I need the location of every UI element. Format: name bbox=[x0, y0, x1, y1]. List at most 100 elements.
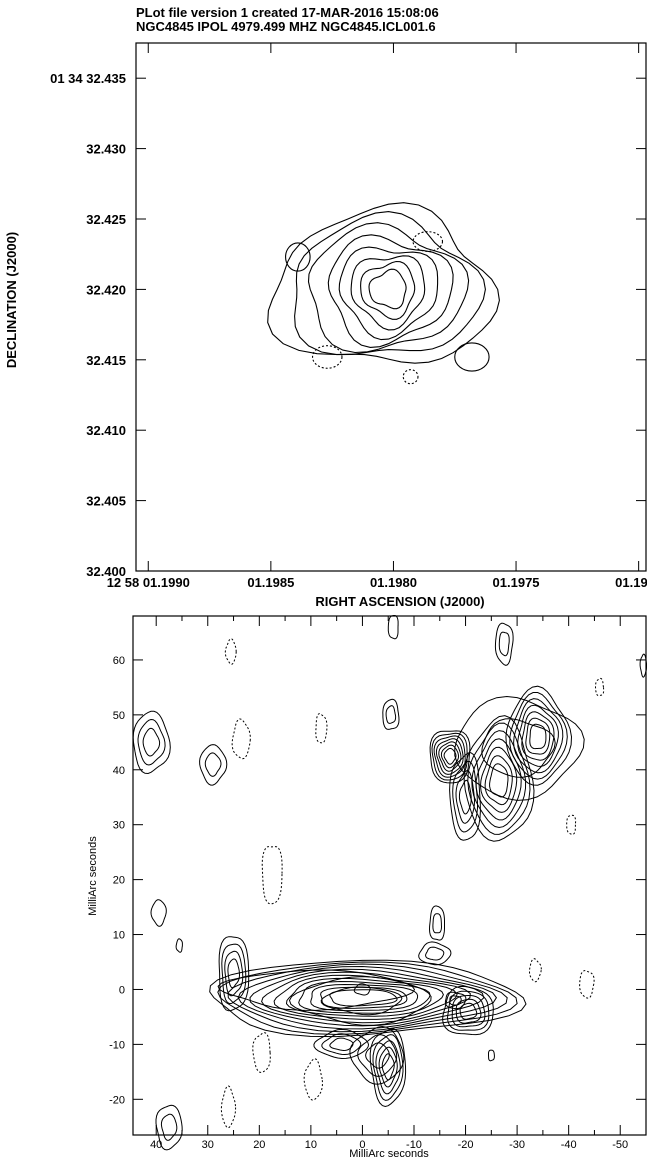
bottom-y-tick-label: 40 bbox=[113, 765, 125, 777]
top-contour-ring bbox=[267, 202, 500, 364]
top-x-tick-label: 01.1980 bbox=[370, 575, 417, 590]
bottom-contour-ring bbox=[517, 704, 559, 767]
bottom-contour-ring bbox=[285, 977, 444, 1017]
bottom-contour-ring bbox=[479, 746, 518, 813]
top-negative-contour bbox=[412, 231, 444, 252]
header-line-2: NGC4845 IPOL 4979.499 MHZ NGC4845.ICL001… bbox=[136, 19, 436, 34]
bottom-contour-ring bbox=[204, 752, 222, 777]
bottom-contour-ring bbox=[459, 1002, 478, 1020]
bottom-contour-ring bbox=[209, 959, 527, 1038]
bottom-contour-ring bbox=[509, 692, 568, 780]
top-y-ticks: 32.400 32.405 32.410 32.415 32.420 32.425 32.4… bbox=[50, 71, 646, 579]
bottom-contour-ring bbox=[329, 989, 398, 1007]
top-panel: 12 58 01.1990 01.1985 01.1980 01.1975 01.197… bbox=[4, 42, 647, 609]
bottom-contour-ring bbox=[387, 615, 399, 640]
bottom-contour-ring bbox=[488, 1049, 495, 1062]
bottom-contour-ring bbox=[481, 718, 556, 778]
bottom-plot-frame bbox=[132, 615, 647, 1136]
bottom-contour-ring bbox=[375, 1040, 401, 1095]
bottom-contour-ring bbox=[132, 710, 171, 775]
bottom-y-tick-label: 0 bbox=[119, 984, 125, 996]
bottom-contour-ring bbox=[249, 968, 485, 1027]
top-y-tick-label: 32.400 bbox=[86, 564, 126, 579]
bottom-contour-ring bbox=[321, 1033, 362, 1056]
bottom-contour-ring bbox=[224, 950, 244, 997]
bottom-x-tick-label: 40 bbox=[150, 1139, 162, 1151]
bottom-contour-ring bbox=[458, 779, 472, 815]
bottom-contour-ring bbox=[218, 936, 250, 1012]
bottom-contour-ring bbox=[521, 711, 555, 761]
bottom-contour-ring bbox=[452, 761, 478, 833]
top-x-ticks: 12 58 01.1990 01.1985 01.1980 01.1975 01.197… bbox=[107, 43, 647, 590]
top-y-tick-label: 32.410 bbox=[86, 423, 126, 438]
bottom-contour-ring bbox=[288, 976, 432, 1026]
bottom-contour-ring bbox=[237, 965, 498, 1030]
bottom-contour-ring bbox=[489, 763, 509, 798]
bottom-contour-ring bbox=[513, 698, 564, 774]
bottom-contour-ring bbox=[475, 738, 522, 821]
top-y-tick-label: 32.420 bbox=[86, 282, 126, 297]
bottom-panel: 40 30 20 10 0 -10 -20 -30 -40 -50 -20-10010203040… bbox=[87, 615, 647, 1159]
bottom-contour-ring bbox=[261, 971, 471, 1024]
bottom-contour-ring bbox=[454, 695, 585, 801]
bottom-x-tick-label: 10 bbox=[305, 1139, 317, 1151]
bottom-x-tick-label: -10 bbox=[406, 1139, 422, 1151]
bottom-negative-contour bbox=[315, 713, 328, 744]
top-negative-contour bbox=[402, 369, 419, 385]
top-plot-frame bbox=[135, 42, 647, 572]
top-x-tick-label: 01.1975 bbox=[493, 575, 540, 590]
bottom-contour-ring bbox=[442, 985, 494, 1036]
bottom-y-tick-label: -10 bbox=[109, 1039, 125, 1051]
bottom-negative-contour bbox=[220, 1085, 237, 1129]
bottom-x-tick-label: 0 bbox=[359, 1139, 365, 1151]
bottom-contour-ring bbox=[329, 1037, 354, 1052]
bottom-contour-ring bbox=[455, 998, 482, 1024]
bottom-y-axis-label: MilliArc seconds bbox=[87, 836, 99, 916]
bottom-x-ticks: 40 30 20 10 0 -10 -20 -30 -40 -50 bbox=[150, 616, 647, 1151]
bottom-contour-ring bbox=[471, 730, 527, 829]
top-negative-contour bbox=[311, 345, 343, 369]
bottom-x-tick-label: -50 bbox=[612, 1139, 628, 1151]
bottom-x-tick-label: -40 bbox=[561, 1139, 577, 1151]
bottom-contour-ring bbox=[435, 738, 464, 775]
top-contour-ring bbox=[338, 246, 439, 341]
bottom-negative-contour bbox=[595, 677, 605, 697]
bottom-y-tick-label: 50 bbox=[113, 710, 125, 722]
bottom-contour-ring bbox=[418, 941, 452, 966]
bottom-x-tick-label: 30 bbox=[202, 1139, 214, 1151]
top-y-tick-label: 32.405 bbox=[86, 494, 126, 509]
bottom-contour-ring bbox=[199, 744, 228, 786]
bottom-contour-ring bbox=[443, 747, 457, 765]
top-contour-ring bbox=[307, 222, 470, 354]
bottom-contour-ring bbox=[353, 983, 371, 996]
bottom-contour-ring bbox=[440, 744, 460, 769]
bottom-contour-ring bbox=[313, 1028, 370, 1060]
bottom-y-tick-label: 20 bbox=[113, 875, 125, 887]
bottom-x-tick-label: 20 bbox=[253, 1139, 265, 1151]
bottom-negative-contour bbox=[529, 958, 542, 983]
bottom-negative-contour bbox=[566, 814, 577, 835]
top-y-tick-label: 32.415 bbox=[86, 353, 126, 368]
bottom-contour-ring bbox=[428, 905, 445, 941]
bottom-contour-ring bbox=[349, 1025, 405, 1085]
bottom-y-tick-label: 10 bbox=[113, 930, 125, 942]
bottom-x-tick-label: -30 bbox=[509, 1139, 525, 1151]
bottom-contour-ring bbox=[221, 943, 247, 1005]
bottom-contour-ring bbox=[529, 723, 547, 750]
top-contour-ring bbox=[360, 260, 416, 320]
bottom-y-tick-label: 60 bbox=[113, 655, 125, 667]
top-y-tick-label: 32.425 bbox=[86, 212, 126, 227]
top-contour-blob bbox=[454, 342, 490, 372]
bottom-contour-ring bbox=[320, 986, 408, 1009]
top-contour-ring bbox=[350, 255, 426, 331]
bottom-contour-ring bbox=[320, 986, 403, 1016]
bottom-contour-ring bbox=[432, 913, 443, 934]
bottom-contour-ring bbox=[494, 622, 514, 666]
bottom-contour-ring bbox=[365, 1042, 390, 1069]
bottom-y-tick-label: -20 bbox=[109, 1094, 125, 1106]
bottom-negative-contour bbox=[224, 638, 237, 665]
bottom-negative-contour bbox=[252, 1032, 271, 1073]
bottom-contour-ring bbox=[175, 938, 183, 953]
bottom-contour-ring bbox=[525, 717, 551, 755]
